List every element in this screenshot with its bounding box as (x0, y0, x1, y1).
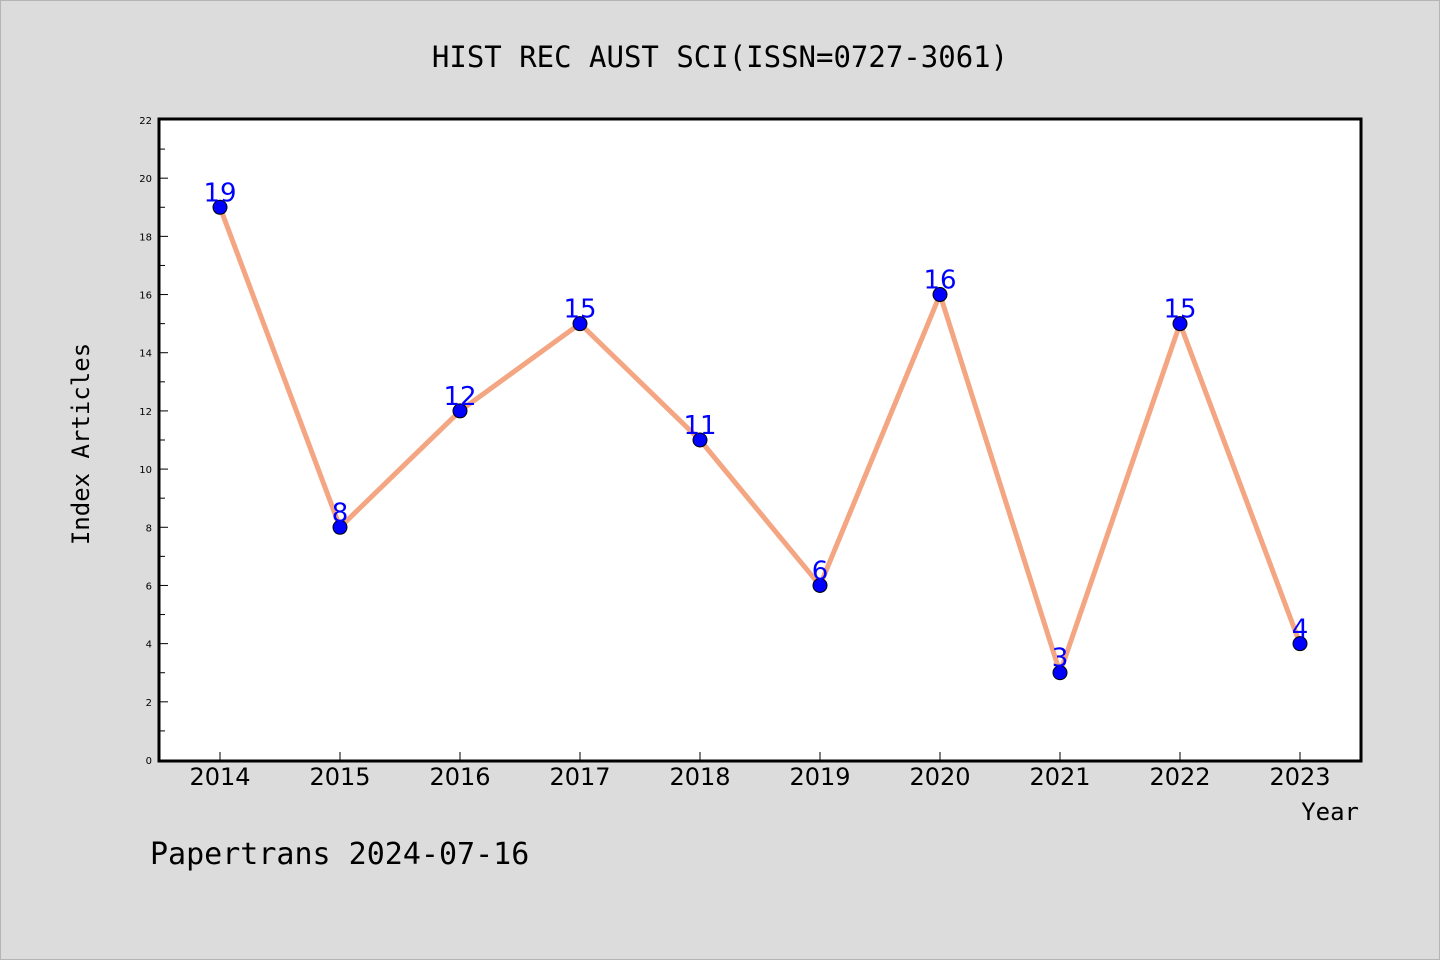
data-label: 16 (923, 266, 956, 296)
chart-title: HIST REC AUST SCI(ISSN=0727-3061) (432, 40, 1008, 74)
data-label: 12 (443, 382, 476, 412)
series-layer: 19 8 12 15 11 6 16 3 15 4 (203, 178, 1309, 681)
x-tick-label: 2018 (669, 763, 730, 791)
y-axis-label: Index Articles (67, 343, 95, 545)
y-axis: 0 2 4 6 8 10 12 14 16 18 20 22 (139, 116, 168, 767)
series-line (217, 206, 1303, 676)
data-point (452, 403, 468, 419)
x-tick-label: 2014 (189, 763, 250, 791)
x-tick-label: 2020 (909, 763, 970, 791)
plot-area (157, 117, 1363, 763)
data-label: 15 (1163, 295, 1196, 325)
y-tick-label: 14 (139, 349, 152, 360)
x-tick-label: 2016 (429, 763, 490, 791)
y-tick-label: 22 (139, 116, 152, 127)
data-label: 8 (332, 498, 349, 528)
data-label: 4 (1292, 615, 1309, 645)
data-label: 6 (812, 556, 829, 586)
data-label: 15 (563, 295, 596, 325)
x-tick-label: 2021 (1029, 763, 1090, 791)
y-tick-label: 4 (146, 640, 152, 651)
x-tick-label: 2022 (1149, 763, 1210, 791)
data-label: 19 (203, 178, 236, 208)
x-tick-label: 2017 (549, 763, 610, 791)
data-point (572, 316, 588, 332)
y-tick-label: 16 (139, 291, 152, 302)
x-axis: 2014 2015 2016 2017 2018 2019 2020 2021 2022 2023 (189, 752, 1331, 791)
data-point (1292, 636, 1308, 652)
x-tick-label: 2015 (309, 763, 370, 791)
data-point (1052, 665, 1068, 681)
x-axis-label: Year (1301, 798, 1359, 826)
y-tick-label: 12 (139, 407, 152, 418)
data-point (332, 519, 348, 535)
y-tick-label: 2 (146, 698, 152, 709)
y-tick-label: 18 (139, 232, 152, 243)
data-point (932, 287, 948, 303)
y-tick-label: 6 (146, 581, 152, 592)
data-point (692, 432, 708, 448)
y-tick-label: 20 (139, 174, 152, 185)
data-label: 11 (683, 411, 716, 441)
y-tick-label: 10 (139, 465, 152, 476)
y-tick-label: 8 (146, 523, 152, 534)
data-point (1172, 316, 1188, 332)
x-tick-label: 2019 (789, 763, 850, 791)
data-point (812, 577, 828, 593)
footer-credit: Papertrans 2024-07-16 (150, 837, 529, 872)
y-tick-label: 0 (146, 756, 152, 767)
data-point (212, 199, 228, 215)
data-label: 3 (1052, 644, 1069, 674)
x-tick-label: 2023 (1269, 763, 1330, 791)
